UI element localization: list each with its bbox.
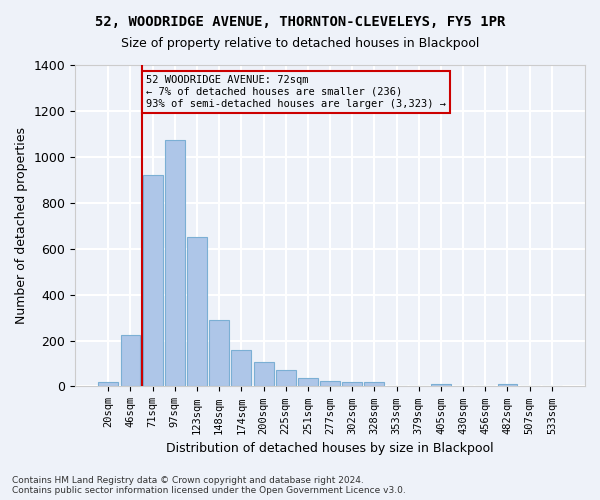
Text: 52 WOODRIDGE AVENUE: 72sqm
← 7% of detached houses are smaller (236)
93% of semi: 52 WOODRIDGE AVENUE: 72sqm ← 7% of detac… — [146, 76, 446, 108]
X-axis label: Distribution of detached houses by size in Blackpool: Distribution of detached houses by size … — [166, 442, 494, 455]
Text: Contains HM Land Registry data © Crown copyright and database right 2024.
Contai: Contains HM Land Registry data © Crown c… — [12, 476, 406, 495]
Bar — [209, 320, 229, 386]
Bar — [232, 350, 251, 387]
Bar — [298, 378, 318, 386]
Bar — [98, 382, 118, 386]
Bar — [320, 380, 340, 386]
Bar — [364, 382, 385, 386]
Bar — [143, 175, 163, 386]
Text: Size of property relative to detached houses in Blackpool: Size of property relative to detached ho… — [121, 38, 479, 51]
Bar — [276, 370, 296, 386]
Bar — [165, 140, 185, 386]
Bar — [342, 382, 362, 386]
Bar — [187, 237, 207, 386]
Text: 52, WOODRIDGE AVENUE, THORNTON-CLEVELEYS, FY5 1PR: 52, WOODRIDGE AVENUE, THORNTON-CLEVELEYS… — [95, 15, 505, 29]
Bar — [497, 384, 517, 386]
Bar — [431, 384, 451, 386]
Bar — [254, 362, 274, 386]
Bar — [121, 335, 140, 386]
Y-axis label: Number of detached properties: Number of detached properties — [15, 127, 28, 324]
